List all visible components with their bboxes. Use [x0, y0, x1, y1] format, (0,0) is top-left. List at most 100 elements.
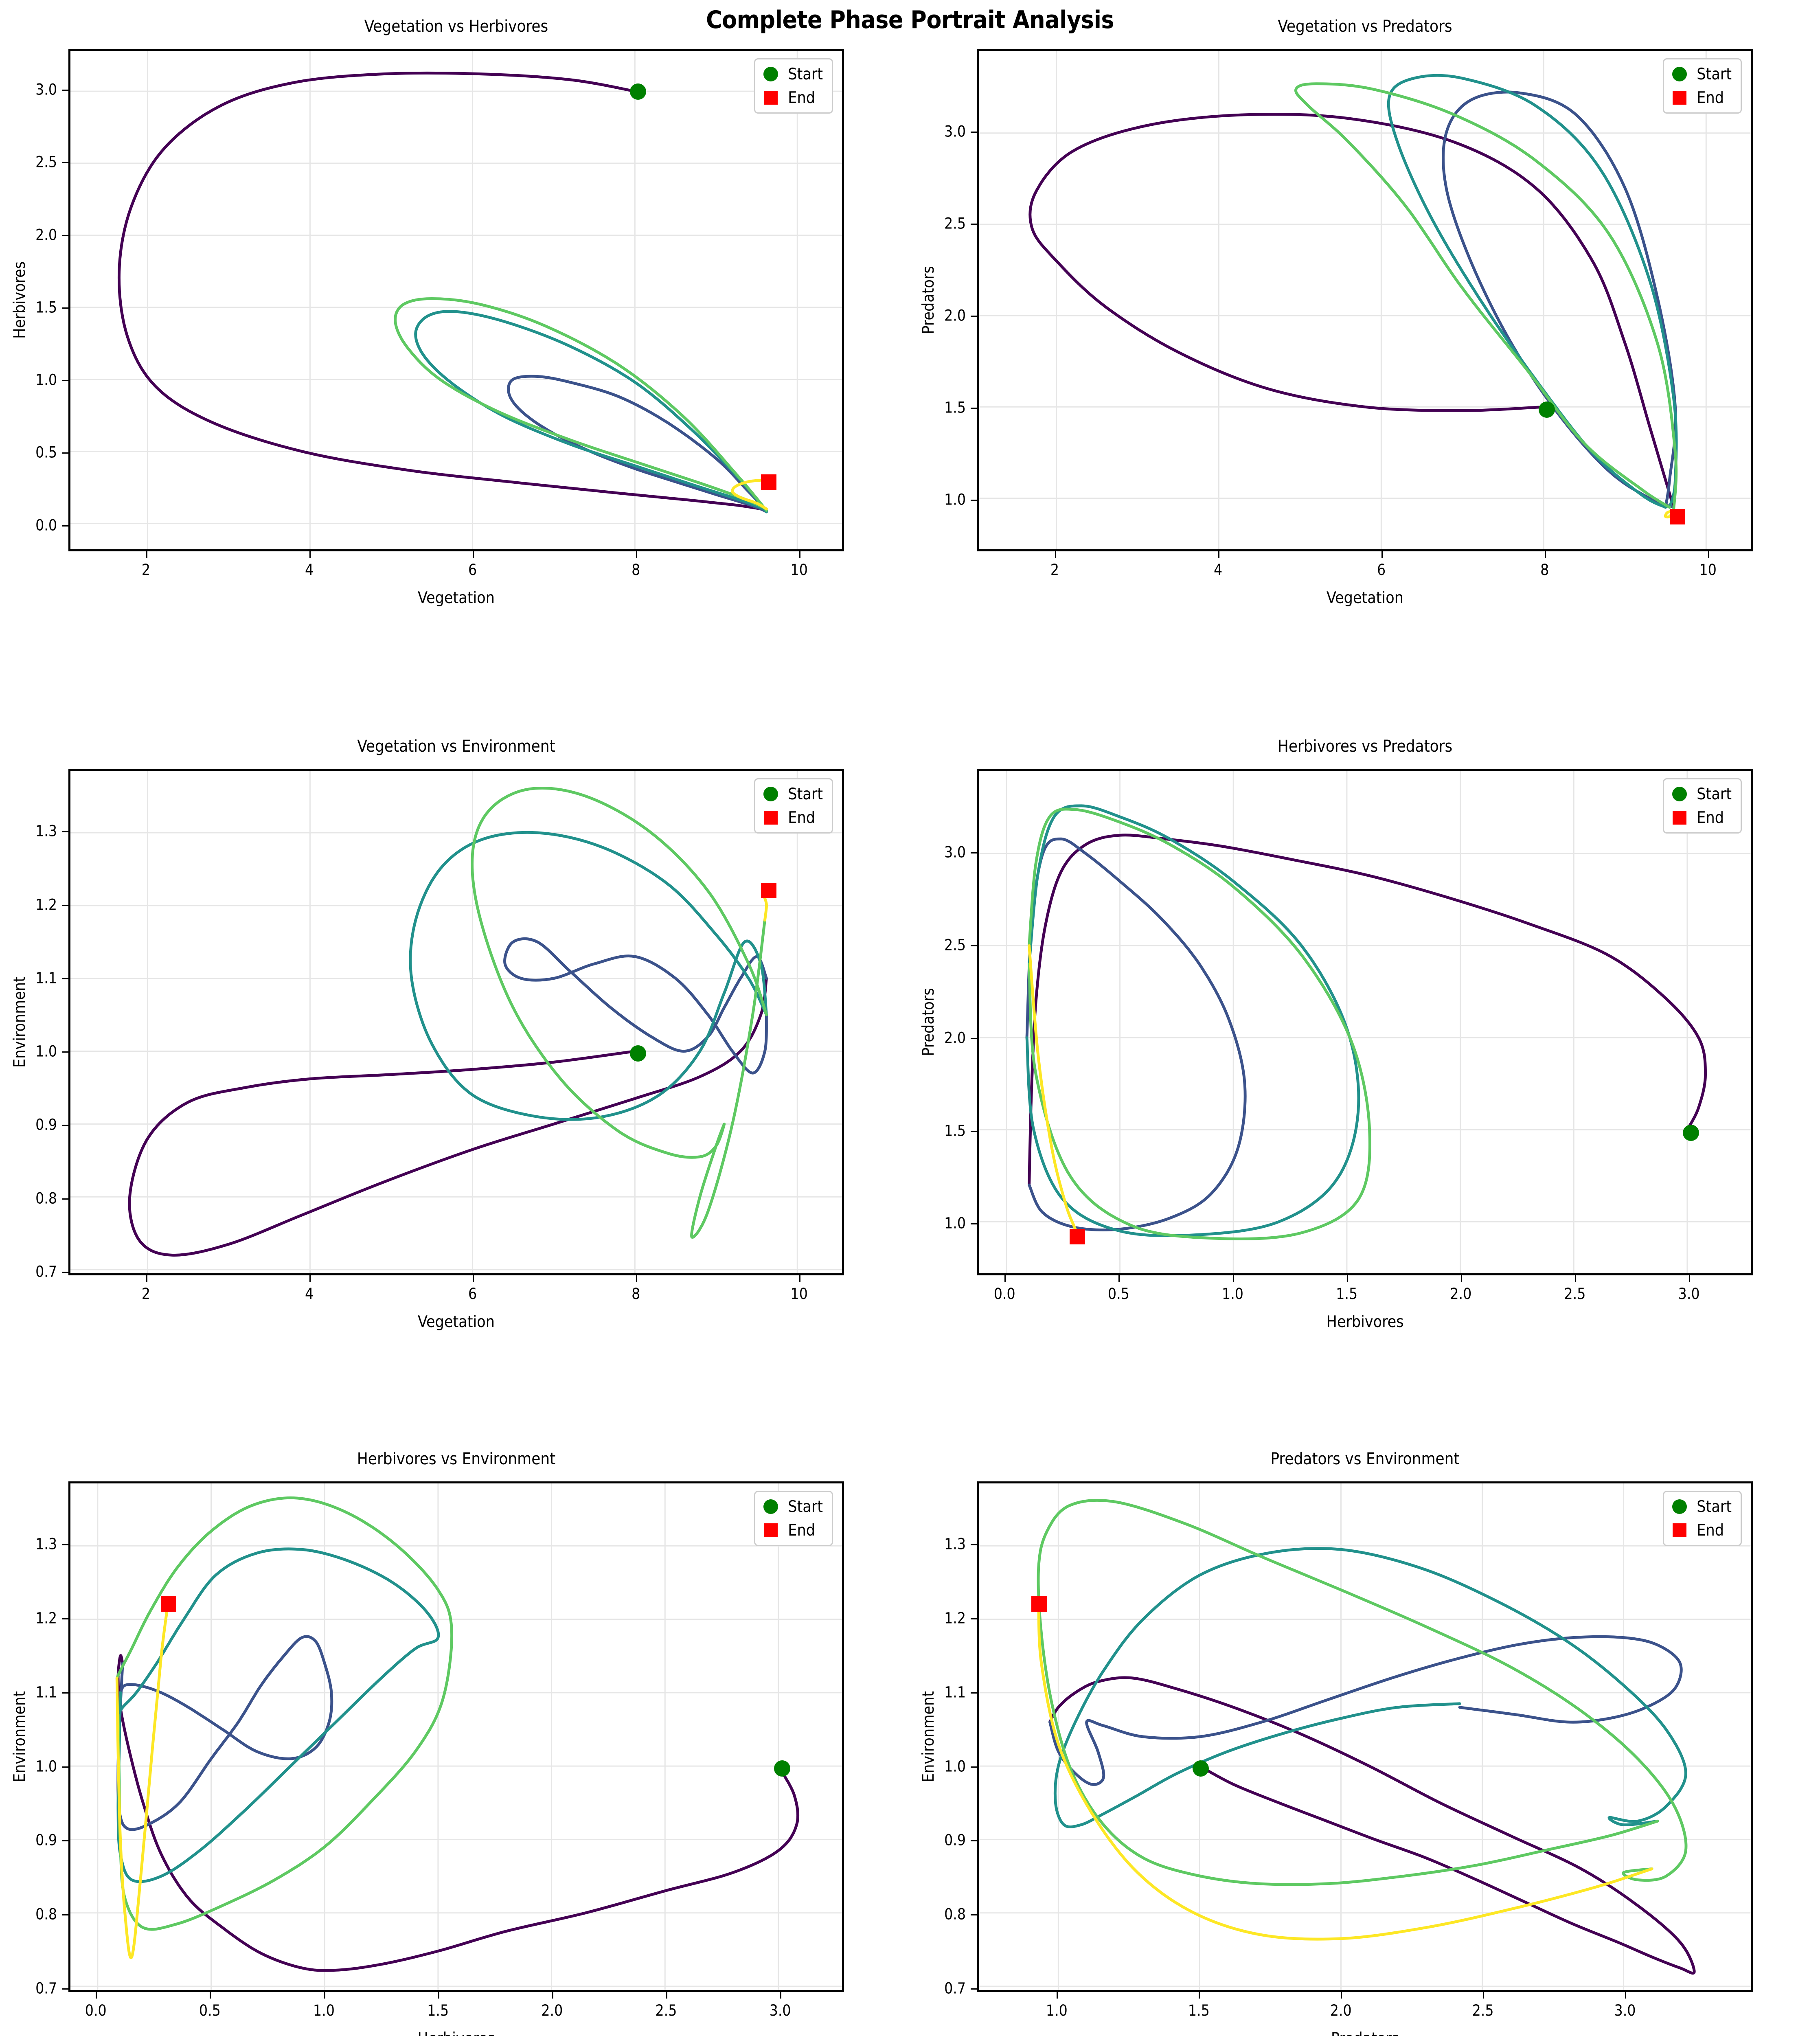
start-circle-icon	[1671, 787, 1688, 801]
trajectory-segment	[116, 1547, 440, 1883]
y-tick-label: 1.2	[35, 1609, 57, 1627]
legend-row-end: End	[763, 1521, 823, 1539]
x-tick-label: 8	[1540, 561, 1549, 579]
y-tick-label: 2.0	[944, 307, 966, 325]
panel-1: Vegetation vs Herbivores Start End 2 4 6 8 10 0.…	[11, 17, 844, 620]
legend-label-start: Start	[788, 65, 823, 83]
y-tickmark	[62, 1988, 68, 1990]
legend[interactable]: Start End	[754, 1491, 833, 1546]
plot-area: Start End	[977, 49, 1753, 551]
legend-row-end: End	[1671, 1521, 1732, 1539]
y-tick-label: 1.0	[35, 1757, 57, 1775]
trajectory-segment	[1037, 1498, 1688, 1886]
y-tickmark	[62, 1618, 68, 1620]
legend-label-end: End	[1697, 88, 1724, 107]
end-marker	[761, 882, 776, 898]
x-tickmark	[1381, 551, 1383, 558]
start-circle-icon	[763, 787, 779, 801]
x-tick-label: 10	[790, 561, 808, 579]
x-tickmark	[1199, 1992, 1200, 1999]
x-tick-label: 2	[1050, 561, 1059, 579]
y-tickmark	[62, 1692, 68, 1694]
y-tick-label: 0.8	[944, 1905, 966, 1923]
end-square-icon	[1671, 91, 1688, 105]
legend[interactable]: Start End	[754, 778, 833, 834]
x-tick-label: 4	[305, 1285, 314, 1303]
x-tickmark	[1118, 1275, 1120, 1282]
y-tick-label: 0.9	[944, 1831, 966, 1849]
figure-title: Complete Phase Portrait Analysis	[706, 6, 1114, 34]
x-tickmark	[1004, 1275, 1006, 1282]
y-tick-label: 1.3	[35, 1535, 57, 1553]
start-marker	[1538, 401, 1555, 418]
x-tickmark	[799, 551, 800, 558]
legend[interactable]: Start End	[754, 58, 833, 114]
y-tick-label: 1.2	[35, 896, 57, 914]
y-tick-label: 3.0	[35, 81, 57, 99]
x-tickmark	[1574, 1275, 1576, 1282]
panel-6: Predators vs Environment Start End 1.0 1.5 2.…	[919, 1450, 1753, 2036]
panel-title: Vegetation vs Predators	[1278, 17, 1452, 36]
y-axis-label: Predators	[919, 988, 938, 1056]
x-tick-label: 1.0	[1222, 1285, 1243, 1303]
x-axis-label: Vegetation	[418, 589, 495, 607]
trajectory-segment	[1028, 112, 1675, 509]
y-tick-label: 3.0	[944, 843, 966, 861]
y-tick-label: 1.0	[944, 1757, 966, 1775]
trajectory-segment	[471, 787, 768, 1239]
y-tickmark	[971, 1130, 977, 1132]
legend-label-start: Start	[788, 785, 823, 803]
plot-area: Start End	[68, 49, 844, 551]
y-axis-label: Herbivores	[11, 261, 29, 339]
x-tickmark	[666, 1992, 667, 1999]
x-tick-label: 0.5	[1107, 1285, 1129, 1303]
legend-label-start: Start	[1697, 1497, 1732, 1516]
legend-label-start: Start	[1697, 785, 1732, 803]
y-tick-label: 1.3	[35, 822, 57, 840]
y-tickmark	[971, 1544, 977, 1546]
trajectory-segment	[1028, 807, 1371, 1240]
x-tickmark	[636, 551, 637, 558]
x-tick-label: 2.0	[1450, 1285, 1472, 1303]
y-tickmark	[971, 500, 977, 501]
y-tickmark	[971, 1223, 977, 1225]
trajectory-segment	[507, 375, 768, 513]
y-tick-label: 1.0	[944, 1214, 966, 1232]
legend-label-start: Start	[788, 1497, 823, 1516]
y-axis-label: Predators	[919, 266, 938, 334]
legend[interactable]: Start End	[1663, 1491, 1742, 1546]
y-tickmark	[62, 380, 68, 382]
end-marker	[761, 474, 776, 490]
x-tickmark	[1232, 1275, 1234, 1282]
x-tickmark	[146, 551, 147, 558]
y-tickmark	[62, 1125, 68, 1126]
x-tickmark	[1218, 551, 1219, 558]
x-tickmark	[472, 1275, 474, 1282]
y-tickmark	[971, 1038, 977, 1039]
legend[interactable]: Start End	[1663, 58, 1742, 114]
x-tick-label: 6	[468, 561, 477, 579]
legend-row-start: Start	[763, 65, 823, 83]
x-tickmark	[552, 1992, 553, 1999]
y-tick-label: 0.7	[35, 1263, 57, 1281]
y-tickmark	[971, 132, 977, 133]
x-tickmark	[1689, 1275, 1691, 1282]
legend-label-end: End	[1697, 808, 1724, 827]
y-tickmark	[62, 1198, 68, 1200]
y-tickmark	[971, 224, 977, 225]
x-tick-label: 8	[632, 561, 640, 579]
y-tick-label: 1.3	[944, 1535, 966, 1553]
y-tickmark	[971, 1988, 977, 1990]
end-square-icon	[763, 811, 779, 825]
x-tick-label: 1.0	[313, 2002, 335, 2019]
legend-label-end: End	[788, 88, 815, 107]
y-tickmark	[62, 89, 68, 91]
y-tick-label: 1.0	[35, 371, 57, 389]
x-tickmark	[1483, 1992, 1485, 1999]
legend[interactable]: Start End	[1663, 778, 1742, 834]
trajectory-segment	[116, 1635, 333, 1831]
plot-area: Start End	[68, 1481, 844, 1992]
x-axis-label: Vegetation	[418, 1313, 495, 1331]
end-marker	[1069, 1229, 1085, 1244]
